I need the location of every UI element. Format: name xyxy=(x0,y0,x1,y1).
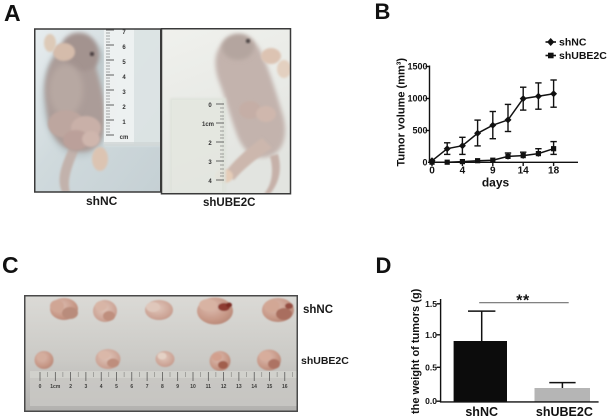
svg-text:6: 6 xyxy=(130,384,133,390)
svg-text:14: 14 xyxy=(251,384,257,390)
svg-text:0: 0 xyxy=(39,384,42,390)
svg-text:18: 18 xyxy=(548,166,560,177)
svg-text:16: 16 xyxy=(282,384,288,390)
svg-text:0: 0 xyxy=(422,158,427,168)
svg-text:14: 14 xyxy=(518,166,530,177)
svg-text:4: 4 xyxy=(208,179,212,185)
svg-text:6: 6 xyxy=(122,45,126,51)
svg-text:Tumor volume (mm³): Tumor volume (mm³) xyxy=(396,58,408,167)
svg-text:1000: 1000 xyxy=(407,94,427,104)
svg-text:9: 9 xyxy=(176,384,179,390)
svg-text:shUBE2C: shUBE2C xyxy=(559,50,607,62)
svg-text:shNC: shNC xyxy=(559,37,587,49)
svg-text:13: 13 xyxy=(236,384,242,390)
svg-text:3: 3 xyxy=(208,160,212,166)
svg-text:1.5: 1.5 xyxy=(425,299,437,309)
svg-text:0: 0 xyxy=(208,103,212,109)
svg-text:cm: cm xyxy=(120,135,129,141)
svg-text:8: 8 xyxy=(161,384,164,390)
svg-text:2: 2 xyxy=(69,384,72,390)
svg-text:3: 3 xyxy=(85,384,88,390)
svg-text:4: 4 xyxy=(122,75,126,81)
svg-text:days: days xyxy=(482,176,510,190)
svg-text:**: ** xyxy=(516,292,530,309)
svg-text:4: 4 xyxy=(100,384,103,390)
svg-text:shNC: shNC xyxy=(465,405,498,419)
svg-text:1: 1 xyxy=(122,120,126,126)
svg-text:500: 500 xyxy=(412,126,427,136)
svg-text:0.5: 0.5 xyxy=(425,362,437,372)
svg-text:12: 12 xyxy=(221,384,227,390)
svg-text:3: 3 xyxy=(122,90,126,96)
svg-text:1cm: 1cm xyxy=(50,384,61,390)
svg-text:shUBE2C: shUBE2C xyxy=(536,405,593,419)
svg-text:10: 10 xyxy=(190,384,196,390)
svg-text:7: 7 xyxy=(122,30,126,36)
svg-text:2: 2 xyxy=(208,141,212,147)
svg-text:0.0: 0.0 xyxy=(425,396,437,406)
svg-text:5: 5 xyxy=(122,60,126,66)
svg-text:4: 4 xyxy=(460,166,466,177)
svg-text:1cm: 1cm xyxy=(202,122,214,128)
svg-text:2: 2 xyxy=(122,105,126,111)
svg-text:0: 0 xyxy=(429,166,435,177)
svg-text:the weight of tumors (g): the weight of tumors (g) xyxy=(410,288,422,414)
svg-text:15: 15 xyxy=(267,384,273,390)
svg-text:9: 9 xyxy=(490,166,496,177)
svg-text:5: 5 xyxy=(115,384,118,390)
svg-text:1.0: 1.0 xyxy=(425,330,437,340)
svg-text:1500: 1500 xyxy=(407,62,427,72)
svg-text:7: 7 xyxy=(146,384,149,390)
svg-text:11: 11 xyxy=(206,384,212,390)
